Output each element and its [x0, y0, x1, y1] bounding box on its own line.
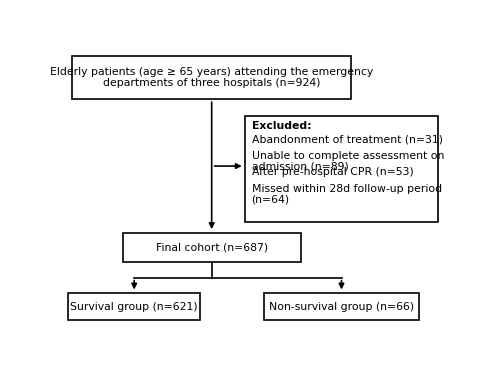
Text: Elderly patients (age ≥ 65 years) attending the emergency
departments of three h: Elderly patients (age ≥ 65 years) attend…: [50, 67, 374, 88]
FancyBboxPatch shape: [122, 233, 301, 262]
Text: Missed within 28d follow-up period
(n=64): Missed within 28d follow-up period (n=64…: [252, 184, 442, 204]
FancyBboxPatch shape: [72, 56, 351, 99]
Text: Non-survival group (n=66): Non-survival group (n=66): [269, 301, 414, 312]
Text: Final cohort (n=687): Final cohort (n=687): [156, 243, 268, 253]
FancyBboxPatch shape: [68, 293, 200, 320]
Text: After pre-hospital CPR (n=53): After pre-hospital CPR (n=53): [252, 167, 414, 177]
FancyBboxPatch shape: [244, 116, 438, 222]
Text: Survival group (n=621): Survival group (n=621): [70, 301, 198, 312]
FancyBboxPatch shape: [264, 293, 419, 320]
Text: Unable to complete assessment on
admission (n=89): Unable to complete assessment on admissi…: [252, 151, 444, 172]
Text: Excluded:: Excluded:: [252, 121, 311, 131]
Text: Abandonment of treatment (n=31): Abandonment of treatment (n=31): [252, 135, 442, 145]
